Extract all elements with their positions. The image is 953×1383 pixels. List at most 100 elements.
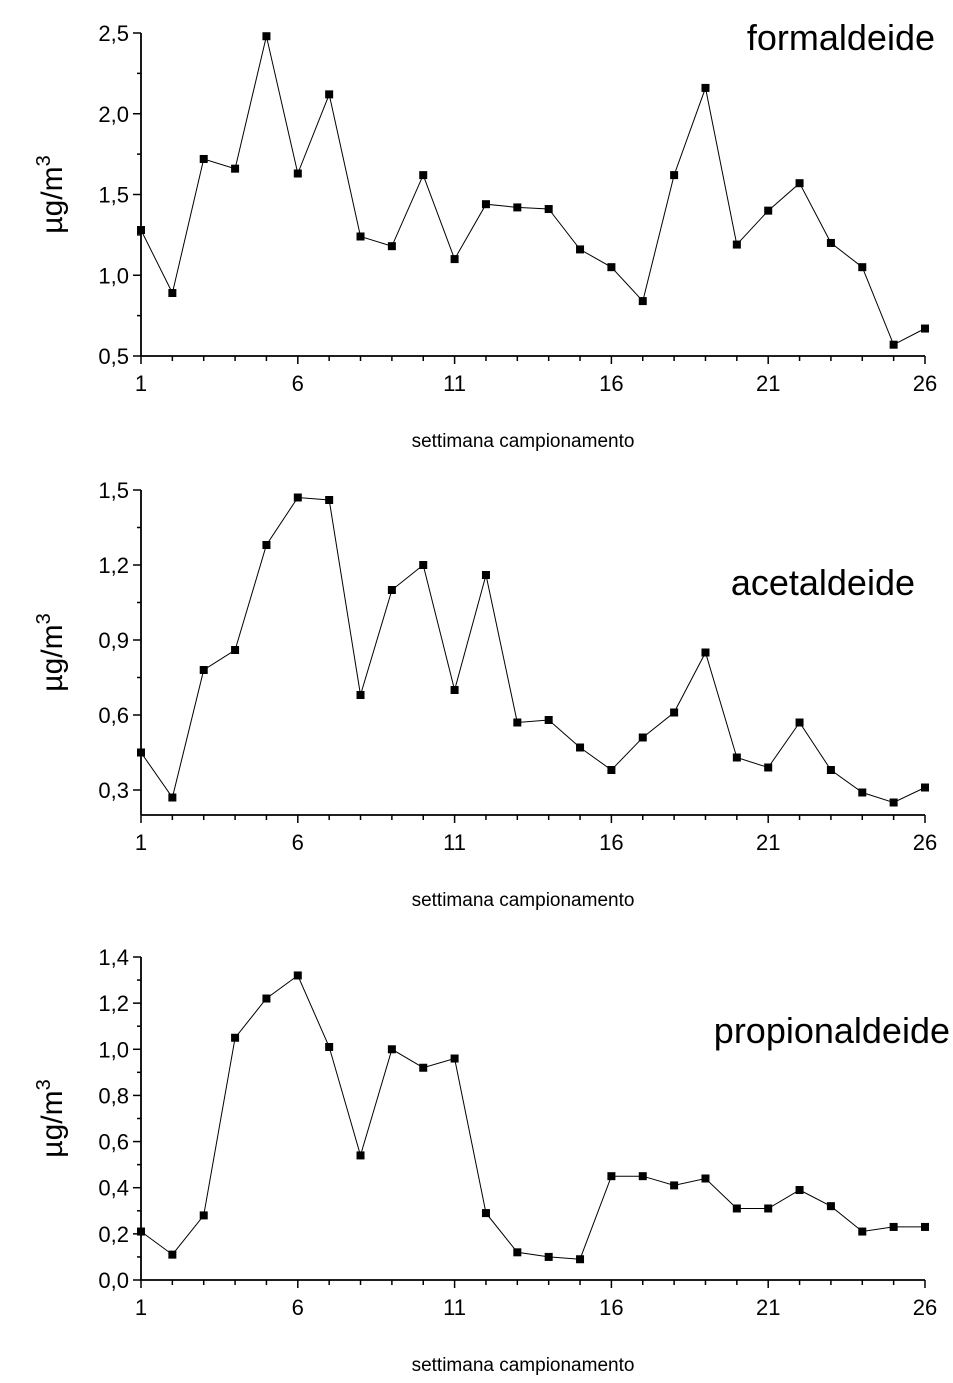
- data-point: [701, 648, 710, 657]
- data-point: [137, 226, 145, 235]
- data-point: [137, 1227, 145, 1236]
- y-tick-label: 0,8: [98, 1083, 129, 1108]
- data-point: [199, 1211, 208, 1220]
- data-point: [764, 763, 773, 772]
- data-point: [826, 238, 835, 247]
- x-tick-label: 6: [292, 1295, 304, 1320]
- y-tick-label: 1,5: [98, 478, 129, 503]
- y-tick-label: 0,6: [98, 1130, 129, 1155]
- data-point: [356, 232, 365, 241]
- y-tick-label: 1,0: [98, 1037, 129, 1062]
- chart-panel-3: 0,00,20,40,60,81,01,21,41 6 11 16 21 26settim…: [33, 945, 950, 1376]
- data-point: [921, 1222, 929, 1231]
- x-tick-label: 26: [913, 1295, 937, 1320]
- y-tick-label: 1,4: [98, 945, 129, 970]
- data-point: [168, 1250, 177, 1259]
- data-point: [199, 666, 208, 674]
- data-point: [450, 1054, 459, 1063]
- data-point: [199, 154, 208, 163]
- y-tick-label: 0,3: [98, 778, 129, 803]
- data-point: [293, 493, 302, 502]
- series-line: [140, 496, 926, 804]
- data-point: [481, 1209, 490, 1218]
- y-tick-label: 2,0: [98, 102, 129, 127]
- data-point: [889, 340, 898, 349]
- data-point: [732, 1204, 741, 1213]
- x-tick-label: 26: [913, 830, 937, 855]
- data-point: [387, 242, 396, 251]
- x-tick-label: 26: [913, 371, 937, 396]
- data-point: [921, 324, 929, 333]
- x-tick-label: 21: [756, 830, 780, 855]
- x-tick-label: 1: [135, 1295, 147, 1320]
- x-tick-label: 21: [756, 1295, 780, 1320]
- data-point: [795, 179, 804, 188]
- data-point: [231, 164, 240, 173]
- chart-title: acetaldeide: [731, 562, 915, 603]
- data-point: [481, 200, 490, 209]
- data-point: [638, 733, 647, 742]
- data-point: [419, 1063, 428, 1072]
- data-point: [576, 245, 585, 254]
- data-point: [638, 1172, 647, 1181]
- data-point: [670, 171, 679, 180]
- y-tick-label: 1,5: [98, 183, 129, 208]
- data-point: [356, 691, 365, 699]
- x-axis-label: settimana campionamento: [412, 890, 635, 911]
- data-point: [544, 205, 553, 214]
- y-tick-label: 2,5: [98, 21, 129, 46]
- x-tick-label: 11: [443, 371, 466, 396]
- x-tick-label: 6: [292, 371, 304, 396]
- data-point: [576, 1255, 585, 1264]
- data-point: [764, 206, 773, 215]
- data-point: [262, 541, 271, 549]
- y-tick-label: 0,5: [98, 344, 129, 369]
- data-point: [513, 1248, 522, 1257]
- data-point: [764, 1204, 773, 1213]
- data-point: [356, 1151, 365, 1160]
- x-tick-label: 21: [756, 371, 780, 396]
- data-point: [701, 83, 710, 92]
- data-point: [607, 1172, 616, 1181]
- data-point: [889, 1222, 898, 1231]
- data-point: [450, 686, 459, 694]
- data-point: [293, 971, 302, 980]
- x-axis-label: settimana campionamento: [412, 1355, 635, 1376]
- data-point: [795, 1186, 804, 1195]
- data-point: [387, 1045, 396, 1054]
- data-point: [137, 748, 145, 757]
- data-point: [607, 263, 616, 272]
- x-tick-label: 16: [599, 830, 623, 855]
- series-line: [140, 974, 925, 1260]
- x-axis-label: settimana campionamento: [412, 431, 635, 452]
- x-tick-label: 11: [443, 1295, 466, 1320]
- data-point: [513, 718, 522, 727]
- y-axis-label: µg/m3: [33, 155, 69, 233]
- data-point: [168, 289, 177, 298]
- data-point: [419, 171, 428, 180]
- data-point: [419, 561, 428, 569]
- x-tick-label: 16: [599, 371, 623, 396]
- data-point: [732, 753, 741, 762]
- data-point: [387, 586, 396, 594]
- y-tick-label: 0,4: [98, 1176, 129, 1201]
- data-point: [325, 90, 334, 99]
- y-tick-label: 0,9: [98, 628, 129, 653]
- y-tick-label: 0,0: [98, 1268, 129, 1293]
- data-point: [293, 169, 302, 178]
- chart-title: propionaldeide: [714, 1010, 950, 1051]
- x-tick-label: 6: [292, 830, 304, 855]
- data-point: [826, 766, 835, 774]
- data-point: [638, 297, 647, 306]
- x-tick-label: 16: [599, 1295, 623, 1320]
- data-point: [513, 203, 522, 212]
- y-axis-label-superscript: 3: [33, 1079, 55, 1090]
- y-tick-label: 0,2: [98, 1222, 129, 1247]
- data-point: [858, 1227, 867, 1236]
- data-point: [576, 743, 585, 752]
- data-point: [262, 32, 271, 41]
- data-point: [231, 646, 240, 654]
- y-tick-label: 1,2: [98, 991, 129, 1016]
